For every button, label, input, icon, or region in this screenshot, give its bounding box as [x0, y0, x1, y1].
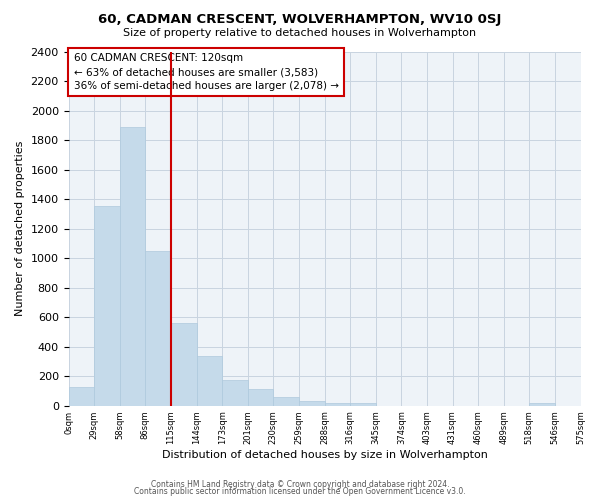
Bar — [145, 250, 171, 406]
Bar — [120, 127, 145, 406]
Bar — [299, 402, 325, 406]
Bar — [94, 206, 120, 406]
Bar — [68, 386, 94, 406]
Bar — [248, 388, 274, 406]
Bar — [222, 380, 248, 406]
Bar — [529, 403, 555, 406]
Bar — [197, 356, 222, 406]
Text: Contains public sector information licensed under the Open Government Licence v3: Contains public sector information licen… — [134, 487, 466, 496]
Bar — [274, 397, 299, 406]
Text: 60 CADMAN CRESCENT: 120sqm
← 63% of detached houses are smaller (3,583)
36% of s: 60 CADMAN CRESCENT: 120sqm ← 63% of deta… — [74, 54, 338, 92]
Text: 60, CADMAN CRESCENT, WOLVERHAMPTON, WV10 0SJ: 60, CADMAN CRESCENT, WOLVERHAMPTON, WV10… — [98, 12, 502, 26]
X-axis label: Distribution of detached houses by size in Wolverhampton: Distribution of detached houses by size … — [161, 450, 487, 460]
Text: Contains HM Land Registry data © Crown copyright and database right 2024.: Contains HM Land Registry data © Crown c… — [151, 480, 449, 489]
Bar — [171, 323, 197, 406]
Bar — [325, 403, 350, 406]
Bar — [350, 403, 376, 406]
Y-axis label: Number of detached properties: Number of detached properties — [15, 141, 25, 316]
Text: Size of property relative to detached houses in Wolverhampton: Size of property relative to detached ho… — [124, 28, 476, 38]
